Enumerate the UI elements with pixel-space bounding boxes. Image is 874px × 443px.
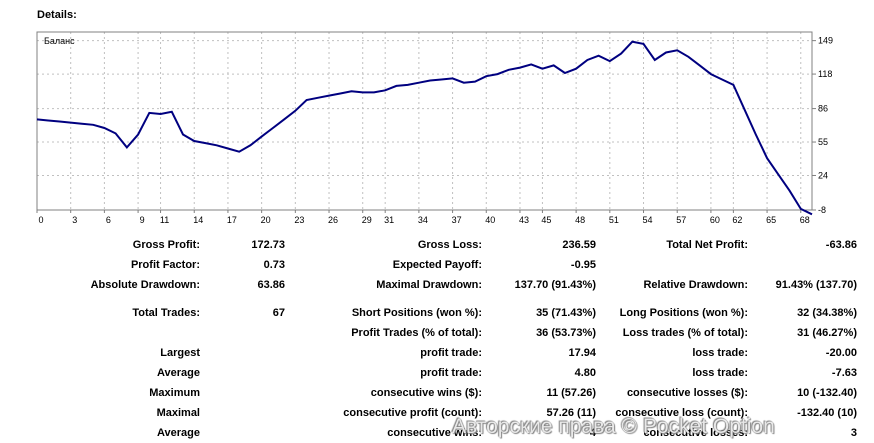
x-tick-label: 0	[38, 215, 43, 225]
maximal-drawdown-value: 137.70 (91.43%)	[514, 279, 596, 291]
x-tick-label: 51	[609, 215, 619, 225]
y-tick-label: 86	[818, 104, 828, 114]
largest-loss-value: -20.00	[825, 347, 857, 359]
x-tick-label: 60	[710, 215, 720, 225]
gross-loss-value: 236.59	[562, 239, 596, 251]
total-net-profit-value: -63.86	[825, 239, 857, 251]
y-tick-label: 24	[818, 170, 828, 180]
average-consecutive-label: Average	[156, 427, 200, 439]
largest-label: Largest	[160, 347, 200, 359]
total-trades-value: 67	[272, 307, 285, 319]
short-positions-label: Short Positions (won %):	[351, 307, 482, 319]
expected-payoff-value: -0.95	[570, 259, 596, 271]
x-tick-label: 68	[800, 215, 810, 225]
consecutive-losses-money-label: consecutive losses ($):	[626, 387, 748, 399]
total-net-profit-label: Total Net Profit:	[666, 239, 748, 251]
x-tick-label: 57	[676, 215, 686, 225]
consecutive-wins-money-label: consecutive wins ($):	[370, 387, 482, 399]
x-tick-label: 48	[575, 215, 585, 225]
expected-payoff-label: Expected Payoff:	[392, 259, 482, 271]
maximum-label: Maximum	[149, 387, 200, 399]
gross-profit-value: 172.73	[251, 239, 285, 251]
profit-factor-label: Profit Factor:	[130, 259, 200, 271]
x-tick-label: 6	[106, 215, 111, 225]
absolute-drawdown-value: 63.86	[257, 279, 285, 291]
balance-points	[36, 41, 813, 215]
x-axis: 0 3 6 9 11 14 17 20 23 26 29 31 34 37 40 43 45 48 51 54 57 60…	[36, 210, 810, 225]
x-tick-label: 9	[140, 215, 145, 225]
consecutive-loss-count-value: -132.40 (10)	[797, 407, 857, 419]
consecutive-wins-value: 4	[589, 427, 596, 439]
y-tick-label: 118	[818, 69, 832, 79]
details-title: Details:	[37, 9, 77, 21]
plot-frame	[36, 31, 813, 211]
gross-loss-label: Gross Loss:	[417, 239, 482, 251]
loss-trades-value: 31 (46.27%)	[797, 327, 857, 339]
consecutive-wins-label: consecutive wins:	[387, 427, 482, 439]
average-label: Average	[156, 367, 200, 379]
largest-profit-label: profit trade:	[420, 347, 482, 359]
x-tick-label: 62	[732, 215, 742, 225]
consecutive-losses-label: consecutive losses:	[643, 427, 748, 439]
x-tick-label: 20	[261, 215, 271, 225]
chart-grid	[37, 32, 812, 210]
consecutive-profit-count-value: 57.26 (11)	[546, 407, 596, 419]
x-tick-label: 29	[362, 215, 372, 225]
x-tick-label: 14	[193, 215, 203, 225]
average-profit-label: profit trade:	[420, 367, 482, 379]
y-tick-label: 55	[818, 137, 828, 147]
x-tick-label: 3	[72, 215, 77, 225]
x-tick-label: 43	[519, 215, 529, 225]
consecutive-losses-value: 3	[850, 427, 857, 439]
consecutive-loss-count-label: consecutive loss (count):	[615, 407, 748, 419]
x-tick-label: 37	[452, 215, 462, 225]
long-positions-label: Long Positions (won %):	[619, 307, 748, 319]
x-tick-label: 45	[541, 215, 551, 225]
copyright-watermark: Авторские права © Pocket Option	[452, 415, 775, 438]
x-tick-label: 23	[294, 215, 304, 225]
consecutive-profit-count-label: consecutive profit (count):	[343, 407, 482, 419]
balance-series-line	[36, 40, 813, 216]
average-loss-value: -7.63	[831, 367, 857, 379]
average-loss-label: loss trade:	[692, 367, 748, 379]
y-tick-label: -8	[818, 205, 826, 215]
x-tick-label: 11	[160, 215, 169, 225]
relative-drawdown-label: Relative Drawdown:	[643, 279, 748, 291]
y-axis: 149 118 86 55 24 -8	[812, 36, 833, 215]
gross-profit-label: Gross Profit:	[132, 239, 200, 251]
profit-factor-value: 0.73	[263, 259, 285, 271]
maximal-label: Maximal	[156, 407, 200, 419]
short-positions-value: 35 (71.43%)	[536, 307, 596, 319]
x-tick-label: 34	[418, 215, 428, 225]
long-positions-value: 32 (34.38%)	[797, 307, 857, 319]
x-tick-label: 31	[384, 215, 394, 225]
loss-trades-label: Loss trades (% of total):	[622, 327, 748, 339]
total-trades-label: Total Trades:	[132, 307, 200, 319]
x-tick-label: 26	[328, 215, 338, 225]
x-tick-label: 65	[766, 215, 776, 225]
profit-trades-value: 36 (53.73%)	[536, 327, 596, 339]
maximal-drawdown-label: Maximal Drawdown:	[376, 279, 482, 291]
consecutive-losses-money-value: 10 (-132.40)	[797, 387, 857, 399]
y-tick-label: 149	[818, 36, 833, 46]
consecutive-wins-money-value: 11 (57.26)	[546, 387, 596, 399]
x-tick-label: 54	[643, 215, 653, 225]
chart-title: Баланс	[44, 36, 75, 46]
x-tick-label: 17	[227, 215, 237, 225]
balance-chart: Баланс 0 3 6 9 11 14 17 20 23 26 29 31 34 37 40 43 45 48 5…	[36, 31, 833, 225]
average-profit-value: 4.80	[574, 367, 596, 379]
relative-drawdown-value: 91.43% (137.70)	[775, 279, 857, 291]
profit-trades-label: Profit Trades (% of total):	[351, 327, 482, 339]
absolute-drawdown-label: Absolute Drawdown:	[90, 279, 200, 291]
largest-loss-label: loss trade:	[692, 347, 748, 359]
largest-profit-value: 17.94	[568, 347, 596, 359]
x-tick-label: 40	[485, 215, 495, 225]
